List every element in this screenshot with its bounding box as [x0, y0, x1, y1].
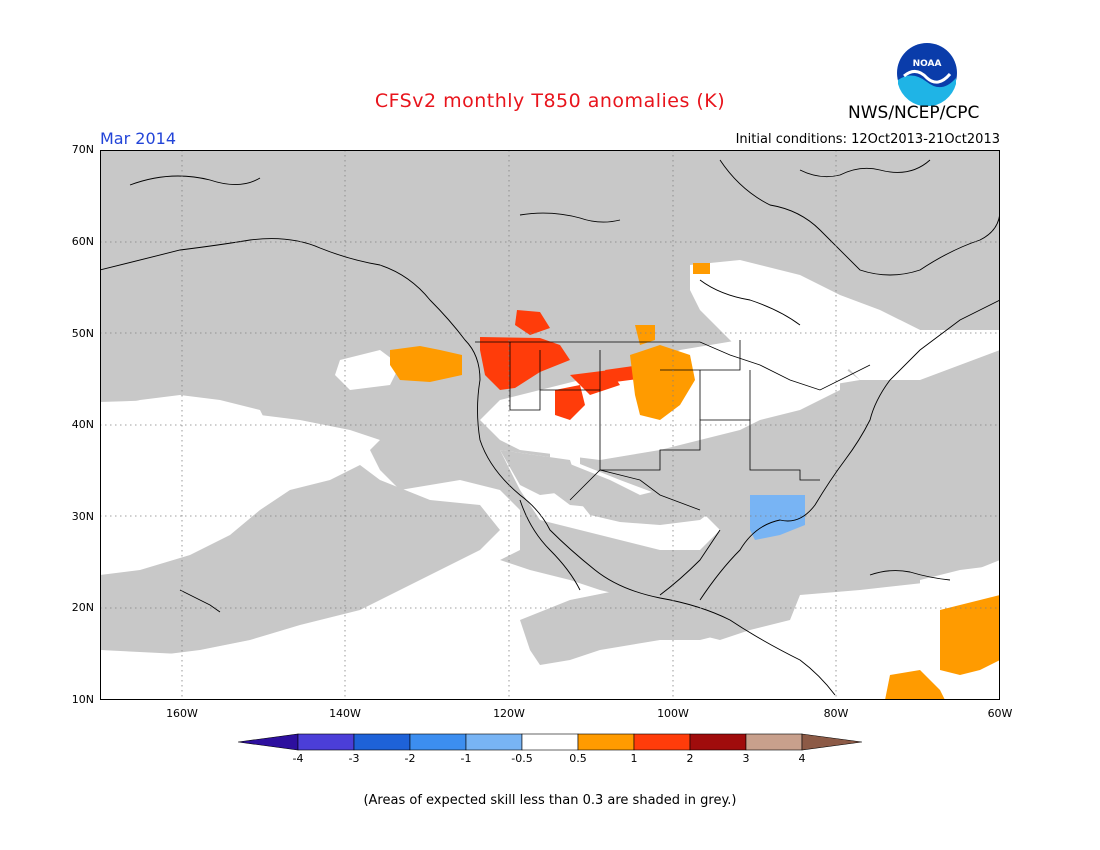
- colorbar-tick-4: -1: [460, 752, 472, 765]
- map-title: CFSv2 monthly T850 anomalies (K): [374, 90, 726, 112]
- lat-label-20n: 20N: [71, 601, 94, 614]
- forecast-map: [99, 150, 1001, 704]
- lon-label-120w: 120W: [493, 707, 525, 720]
- logo-text: NOAA: [913, 59, 942, 69]
- colorbar-tick-8: 2: [686, 752, 694, 765]
- colorbar-tick-6: 0.5: [569, 752, 587, 765]
- colorbar-segment-3: [353, 733, 411, 751]
- skill-note: (Areas of expected skill less than 0.3 a…: [363, 793, 737, 808]
- lon-label-100w: 100W: [657, 707, 689, 720]
- colorbar-segment-9: [689, 733, 747, 751]
- lat-label-30n: 30N: [71, 510, 94, 523]
- lat-label-70n: 70N: [71, 143, 94, 156]
- colorbar-segment-4: [409, 733, 467, 751]
- lon-label-60w: 60W: [987, 707, 1013, 720]
- graticule: [100, 150, 1000, 700]
- initial-conditions: Initial conditions: 12Oct2013-21Oct2013: [735, 132, 1000, 147]
- colorbar-tick-3: -2: [404, 752, 416, 765]
- colorbar-tick-10: 4: [798, 752, 806, 765]
- forecast-period: Mar 2014: [100, 129, 176, 148]
- colorbar-tick-9: 3: [742, 752, 750, 765]
- colorbar-segment-7: [577, 733, 635, 751]
- map-frame: [100, 150, 1000, 700]
- lon-label-160w: 160W: [166, 707, 198, 720]
- colorbar-segment-10: [745, 733, 803, 751]
- colorbar: [237, 733, 863, 755]
- colorbar-segment-8: [633, 733, 691, 751]
- lat-label-50n: 50N: [71, 327, 94, 340]
- colorbar-segment-6: [521, 733, 579, 751]
- lon-label-140w: 140W: [329, 707, 361, 720]
- colorbar-tick-2: -3: [348, 752, 360, 765]
- lat-label-60n: 60N: [71, 235, 94, 248]
- noaa-logo: NOAA: [894, 40, 960, 110]
- colorbar-tick-1: -4: [292, 752, 304, 765]
- colorbar-tick-5: -0.5: [511, 752, 533, 765]
- coastlines: [99, 159, 1001, 696]
- colorbar-tick-7: 1: [630, 752, 638, 765]
- agency-label: NWS/NCEP/CPC: [848, 103, 980, 123]
- colorbar-segment-5: [465, 733, 523, 751]
- lat-label-40n: 40N: [71, 418, 94, 431]
- colorbar-segment-2: [297, 733, 355, 751]
- lat-label-10n: 10N: [71, 693, 94, 706]
- colorbar-segment-1: [237, 733, 299, 751]
- lon-label-80w: 80W: [823, 707, 849, 720]
- anomaly-patches: [390, 263, 1000, 700]
- colorbar-segment-11: [801, 733, 863, 751]
